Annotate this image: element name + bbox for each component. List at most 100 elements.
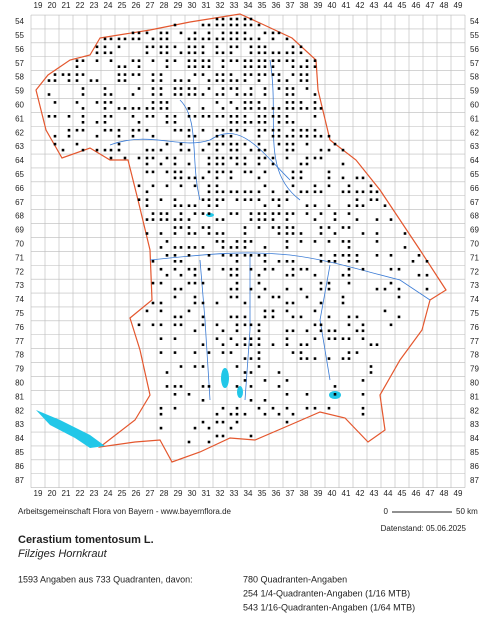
dot (327, 329, 331, 333)
dot (151, 37, 155, 41)
dot (229, 254, 233, 257)
dot (201, 343, 205, 346)
dot (243, 412, 247, 416)
dot (137, 73, 141, 76)
dot (187, 107, 191, 110)
dot (319, 190, 323, 194)
row-label: 79 (15, 365, 24, 374)
dot (277, 212, 281, 215)
column-label: 20 (48, 489, 57, 498)
dot (263, 51, 267, 55)
dot (319, 226, 323, 229)
dot (207, 204, 211, 207)
dot (249, 240, 253, 243)
dot (277, 142, 281, 146)
species: Cerastium tomentosum L. (18, 534, 154, 546)
dot (67, 115, 71, 118)
dot (221, 37, 225, 41)
dot (215, 190, 219, 194)
dot (215, 412, 219, 416)
row-label: 62 (15, 128, 24, 137)
dot (193, 273, 197, 277)
dot (249, 65, 253, 68)
row-label: 72 (15, 267, 24, 276)
dot (361, 323, 365, 327)
dot (299, 343, 303, 346)
dot (95, 51, 99, 55)
dot (187, 281, 191, 285)
dot (235, 260, 239, 263)
dot (229, 23, 233, 27)
dot (145, 232, 149, 235)
dot (173, 351, 177, 354)
dot (193, 59, 197, 62)
dot (151, 73, 155, 76)
column-label: 22 (76, 1, 85, 10)
column-label: 23 (90, 1, 99, 10)
dot (397, 267, 401, 271)
dot (341, 176, 345, 180)
row-label: 82 (470, 406, 479, 415)
dot (285, 240, 289, 243)
row-label: 83 (15, 420, 24, 429)
dot (75, 73, 79, 76)
dot (333, 260, 337, 263)
dot (159, 281, 163, 285)
dot (165, 212, 169, 215)
dot (291, 212, 295, 215)
dot (271, 218, 275, 221)
dot (327, 226, 331, 229)
dot (193, 65, 197, 68)
dot (179, 323, 183, 327)
dot (243, 337, 247, 340)
column-label: 39 (314, 1, 323, 10)
dot (257, 45, 261, 49)
dot (173, 128, 177, 132)
dot (207, 156, 211, 160)
column-label: 45 (398, 1, 407, 10)
dot (165, 115, 169, 118)
dot (291, 412, 295, 416)
dot (151, 148, 155, 152)
row-label: 65 (470, 170, 479, 179)
dot (47, 115, 51, 118)
column-label: 21 (62, 1, 71, 10)
dot (201, 212, 205, 215)
dot (347, 226, 351, 229)
dot (131, 128, 135, 132)
dot (173, 170, 177, 174)
dot (187, 148, 191, 152)
dot (299, 101, 303, 104)
dot (179, 385, 183, 388)
dot (117, 107, 121, 110)
dot (221, 107, 225, 110)
dot (249, 51, 253, 55)
dot (285, 107, 289, 110)
dot (243, 37, 247, 41)
dot (383, 309, 387, 313)
dot (305, 329, 309, 333)
dot (285, 329, 289, 333)
dot (397, 295, 401, 299)
dot (215, 37, 219, 41)
dot (75, 59, 79, 62)
dot (361, 379, 365, 382)
dot (201, 115, 205, 118)
dot (229, 273, 233, 277)
dot (193, 351, 197, 354)
dot (53, 134, 57, 138)
dot (249, 37, 253, 41)
dot (215, 198, 219, 201)
dot (271, 406, 275, 410)
dot (347, 184, 351, 188)
dot (109, 128, 113, 132)
dot (221, 115, 225, 118)
dot (375, 218, 379, 221)
dot (159, 426, 163, 430)
dot (221, 246, 225, 249)
row-label: 78 (15, 351, 24, 360)
column-label: 48 (440, 1, 449, 10)
dot (103, 115, 107, 118)
dot (145, 107, 149, 110)
dot (173, 406, 177, 410)
